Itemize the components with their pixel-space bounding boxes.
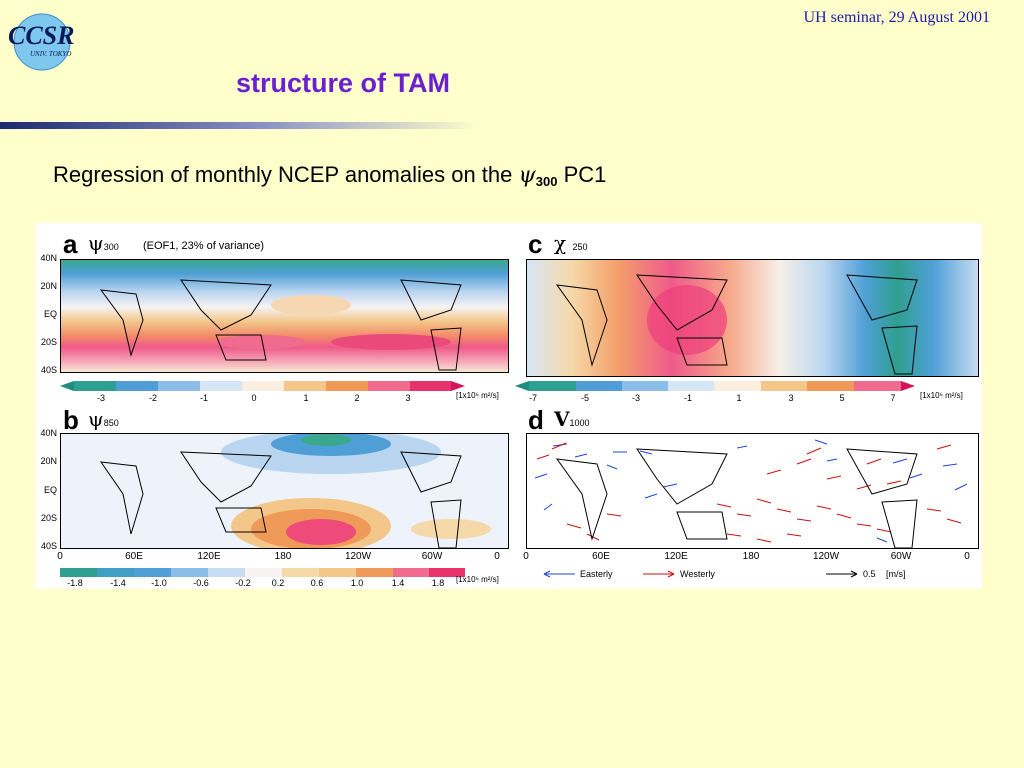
lon-label: 120W (812, 551, 840, 562)
westerly-arrow-icon (643, 570, 675, 578)
cbar-tick: -7 (528, 393, 537, 403)
subtitle-sub: 300 (535, 174, 558, 189)
reference-value: 0.5 (863, 569, 876, 579)
lon-label: 180 (274, 551, 292, 562)
cbar-tick: 1.0 (350, 578, 364, 588)
cbar-tick: 1.4 (391, 578, 405, 588)
lon-label: 60E (592, 551, 610, 562)
cbar-tick: -1 (199, 393, 208, 403)
panel-b-variable: ψ850 (88, 407, 119, 431)
cbar-unit: [1x10⁶ m²/s] (456, 391, 499, 400)
panel-b-colorbar (60, 568, 465, 577)
cbar-tick: 1.8 (431, 578, 445, 588)
lon-label: 120W (344, 551, 372, 562)
cbar-tick: 7 (890, 393, 896, 403)
panel-a-note: (EOF1, 23% of variance) (143, 240, 265, 252)
lon-label: 60E (125, 551, 143, 562)
panel-c-variable: χ 250 (554, 231, 588, 255)
lon-label: 180 (742, 551, 760, 562)
lon-label: 60W (890, 551, 912, 562)
lon-label: 0 (494, 551, 500, 562)
subtitle-prefix: Regression of monthly NCEP anomalies on … (53, 162, 519, 187)
cbar-tick: -0.2 (235, 578, 251, 588)
cbar-tick: -1 (683, 393, 692, 403)
regression-figure: a ψ300 (EOF1, 23% of variance) 40N 20N E… (35, 223, 982, 589)
cbar-tick: -5 (580, 393, 589, 403)
cbar-tick: 0.2 (271, 578, 285, 588)
panel-c-colorbar (515, 381, 915, 391)
panel-d-variable: V1000 (554, 407, 590, 431)
logo-text: CCSR (8, 21, 75, 50)
lat-label: 20S (40, 337, 57, 347)
cbar-tick: -1.0 (151, 578, 167, 588)
panel-c-letter: c (528, 229, 543, 259)
easterly-arrow-icon (543, 570, 575, 578)
cbar-tick: 1 (303, 393, 309, 403)
cbar-tick: 3 (788, 393, 794, 403)
cbar-tick: 1 (736, 393, 742, 403)
panel-d-letter: d (528, 405, 544, 435)
panel-d-map (526, 433, 979, 549)
slide-subtitle: Regression of monthly NCEP anomalies on … (53, 162, 606, 189)
panel-a-colorbar (60, 381, 465, 391)
panel-b-letter: b (63, 405, 79, 435)
logo-subtext: UNIV. TOKYO (30, 50, 71, 58)
reference-arrow-icon (826, 570, 858, 578)
cbar-tick: 2 (354, 393, 360, 403)
lon-label: 60W (421, 551, 443, 562)
lat-label: 20N (40, 281, 57, 291)
lat-label: EQ (43, 485, 57, 495)
panel-a-letter: a (63, 229, 78, 259)
cbar-tick: -3 (631, 393, 640, 403)
cbar-tick: -1.8 (67, 578, 83, 588)
lat-label: 40N (40, 253, 57, 263)
lat-label: 20N (40, 456, 57, 466)
cbar-tick: 5 (839, 393, 845, 403)
panel-a-map (60, 259, 509, 373)
cbar-tick: 0.6 (310, 578, 324, 588)
lat-label: 40N (40, 428, 57, 438)
slide-title: structure of TAM (236, 68, 450, 98)
cbar-unit: [1x10⁶ m²/s] (920, 391, 963, 400)
ccsr-logo: CCSR UNIV. TOKYO (8, 13, 75, 71)
lat-label: 20S (40, 513, 57, 523)
title-rule (0, 122, 480, 129)
panel-b-map (60, 433, 509, 549)
panel-b: b ψ850 40N 20N EQ 20S 40S 0 (35, 405, 510, 589)
panel-a-variable: ψ300 (88, 231, 119, 255)
lat-label: 40S (40, 365, 57, 375)
cbar-tick: -3 (96, 393, 105, 403)
subtitle-suffix: PC1 (557, 162, 607, 187)
event-label: UH seminar, 29 August 2001 (803, 9, 990, 26)
lon-label: 0 (523, 551, 529, 562)
cbar-tick: 0 (251, 393, 257, 403)
easterly-label: Easterly (580, 569, 613, 579)
cbar-tick: 3 (405, 393, 411, 403)
lat-label: EQ (43, 309, 57, 319)
reference-unit: [m/s] (886, 569, 906, 579)
lon-label: 120E (664, 551, 688, 562)
panel-a: a ψ300 (EOF1, 23% of variance) 40N 20N E… (35, 223, 510, 405)
panel-d: d V1000 0 60E 120E 180 120W 60W (510, 405, 982, 589)
lat-label: 40S (40, 541, 57, 551)
lon-label: 0 (57, 551, 63, 562)
lon-label: 0 (964, 551, 970, 562)
cbar-unit: [1x10⁶ m²/s] (456, 575, 499, 584)
cbar-tick: -2 (148, 393, 157, 403)
panel-c-map (526, 259, 979, 377)
panel-c: c χ 250 (510, 223, 982, 405)
cbar-tick: -0.6 (193, 578, 209, 588)
westerly-label: Westerly (680, 569, 715, 579)
lon-label: 120E (197, 551, 221, 562)
subtitle-psi: ψ (518, 163, 536, 188)
cbar-tick: -1.4 (110, 578, 126, 588)
